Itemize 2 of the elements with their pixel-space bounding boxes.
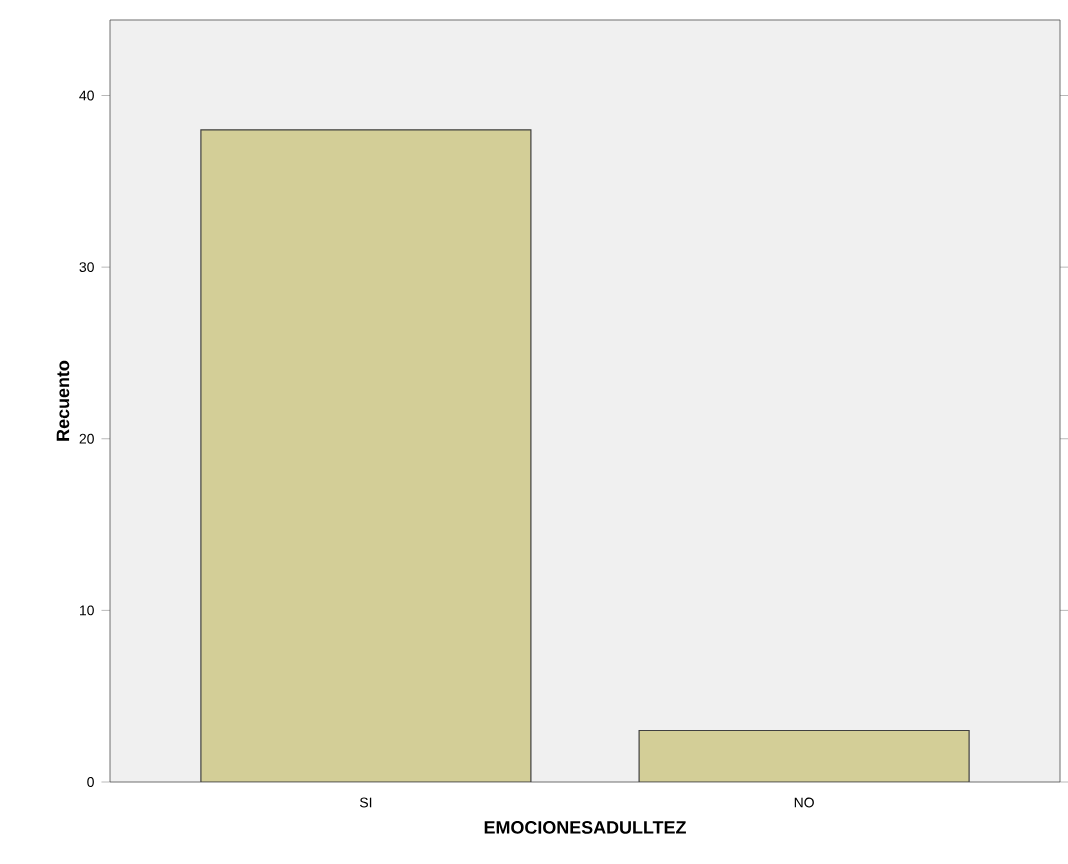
y-axis-title: Recuento (56, 360, 70, 441)
x-axis-title: EMOCIONESADULLTEZ (484, 821, 686, 834)
